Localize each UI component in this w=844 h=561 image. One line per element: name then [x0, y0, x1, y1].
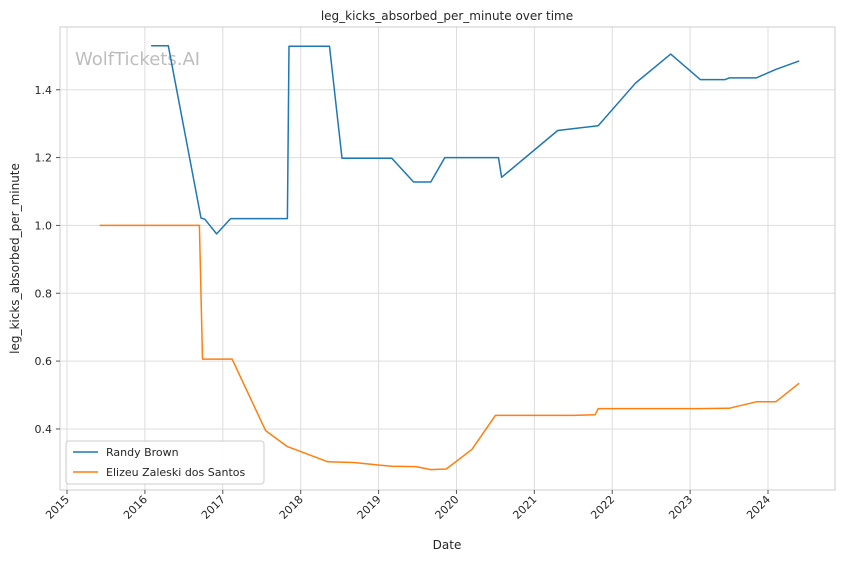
- y-tick-label: 0.4: [35, 423, 53, 436]
- plot-area-frame: [59, 26, 836, 491]
- x-tick-label: 2016: [121, 493, 150, 522]
- x-tick-label: 2018: [277, 493, 306, 522]
- watermark: WolfTickets.AI: [75, 49, 200, 70]
- series-line-randy-brown: [151, 44, 800, 235]
- x-tick-label: 2021: [510, 493, 539, 522]
- y-tick-label: 0.6: [35, 355, 53, 368]
- x-tick-label: 2015: [43, 493, 72, 522]
- legend: Randy Brown Elizeu Zaleski dos Santos: [65, 440, 265, 485]
- legend-label-randy-brown: Randy Brown: [106, 446, 179, 459]
- legend-label-elizeu-zaleski-dos-santos: Elizeu Zaleski dos Santos: [106, 466, 246, 479]
- x-tick-label: 2023: [666, 493, 695, 522]
- chart-title: leg_kicks_absorbed_per_minute over time: [321, 9, 573, 23]
- x-tick-label: 2022: [588, 493, 617, 522]
- y-tick-label: 1.0: [35, 219, 53, 232]
- x-tick-label: 2019: [355, 493, 384, 522]
- x-axis-title: Date: [433, 538, 462, 552]
- y-tick-label: 1.4: [35, 84, 53, 97]
- y-tick-label: 1.2: [35, 152, 53, 165]
- grid: [60, 27, 835, 490]
- x-tick-label: 2024: [744, 493, 773, 522]
- y-tick-label: 0.8: [35, 287, 53, 300]
- y-axis-title: leg_kicks_absorbed_per_minute: [8, 163, 22, 354]
- x-tick-label: 2017: [199, 493, 228, 522]
- x-axis-ticks: 2015 2016 2017 2018 2019 2020 2021 2022 2023 2024: [43, 490, 773, 522]
- x-tick-label: 2020: [433, 493, 462, 522]
- series-line-elizeu-zaleski-dos-santos: [99, 224, 800, 471]
- legend-box: [65, 440, 265, 485]
- series-lines: [99, 44, 800, 471]
- y-axis-ticks: 0.4 0.6 0.8 1.0 1.2 1.4: [35, 84, 60, 436]
